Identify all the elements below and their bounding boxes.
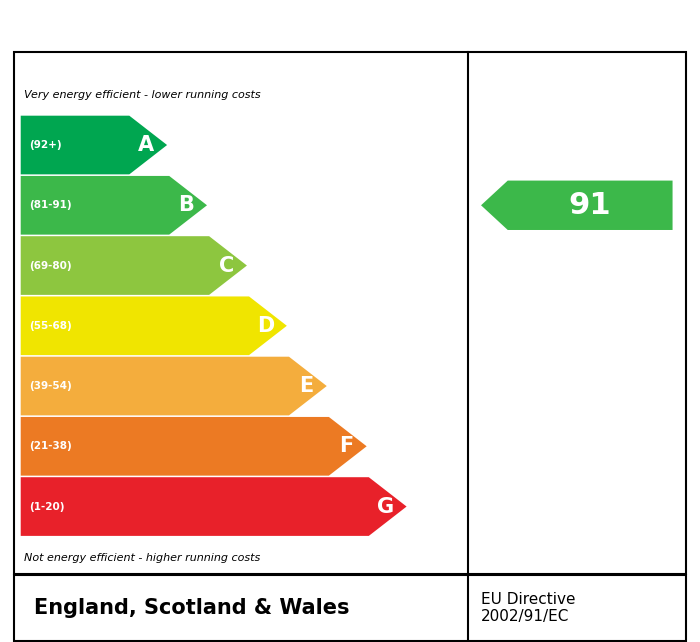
Text: (69-80): (69-80) <box>29 261 71 270</box>
Text: Energy Efficiency Rating: Energy Efficiency Rating <box>158 12 542 40</box>
Polygon shape <box>21 236 247 295</box>
Text: (1-20): (1-20) <box>29 501 64 512</box>
Text: C: C <box>218 256 234 275</box>
Text: (39-54): (39-54) <box>29 381 71 391</box>
Text: D: D <box>258 316 274 336</box>
Polygon shape <box>21 297 287 355</box>
Text: F: F <box>339 437 353 456</box>
Polygon shape <box>21 357 327 415</box>
Text: G: G <box>377 496 394 517</box>
Text: EU Directive
2002/91/EC: EU Directive 2002/91/EC <box>481 592 575 624</box>
Polygon shape <box>481 180 673 230</box>
Text: E: E <box>299 376 313 396</box>
Text: Very energy efficient - lower running costs: Very energy efficient - lower running co… <box>24 90 260 100</box>
Text: B: B <box>178 195 194 215</box>
Polygon shape <box>21 176 207 234</box>
Text: (55-68): (55-68) <box>29 321 71 331</box>
Text: 91: 91 <box>569 191 612 220</box>
Polygon shape <box>21 116 167 175</box>
Text: Not energy efficient - higher running costs: Not energy efficient - higher running co… <box>24 553 260 563</box>
Text: A: A <box>138 135 155 155</box>
Text: (92+): (92+) <box>29 140 62 150</box>
Text: (21-38): (21-38) <box>29 441 71 451</box>
Polygon shape <box>21 477 407 536</box>
Text: (81-91): (81-91) <box>29 200 71 211</box>
Polygon shape <box>21 417 367 476</box>
Text: England, Scotland & Wales: England, Scotland & Wales <box>34 598 350 618</box>
